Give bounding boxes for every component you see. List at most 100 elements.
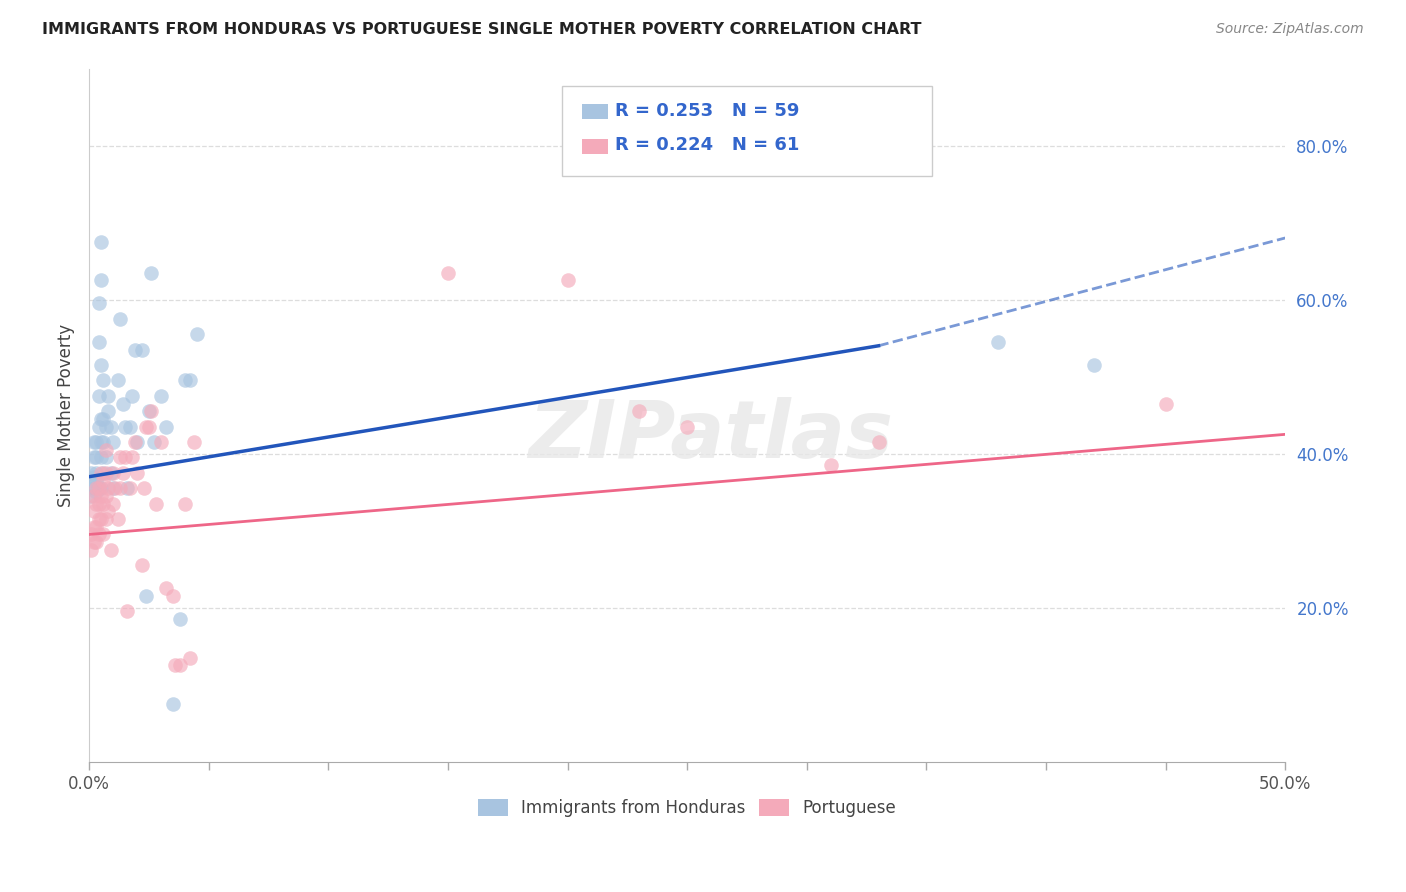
Point [87,481,110,495]
Point [108,450,131,465]
Point [84,435,107,450]
Point [125,435,148,450]
Point [114,419,136,434]
Point [141,266,163,280]
Point [165,658,187,673]
FancyBboxPatch shape [582,138,609,153]
Point [125,466,148,480]
Point [90,358,112,372]
Text: ZIPatlas: ZIPatlas [529,397,894,475]
Point [107,373,129,387]
Point [169,612,191,626]
Point [90,235,112,249]
Point [97,481,120,495]
Point [101,481,124,495]
Point [437,266,460,280]
Point [987,334,1010,349]
Point [93,474,115,488]
Point [83,535,105,549]
Point [149,389,172,403]
Point [84,520,107,534]
Point [93,435,115,450]
Point [131,343,153,357]
Text: R = 0.224   N = 61: R = 0.224 N = 61 [616,136,800,154]
Point [84,535,107,549]
Point [155,582,177,596]
Point [94,419,117,434]
Point [94,466,117,480]
Point [676,419,699,434]
Point [83,450,105,465]
Point [80,466,103,480]
Point [118,481,141,495]
Point [100,419,122,434]
Point [173,497,195,511]
Point [124,435,146,450]
Point [90,450,112,465]
Point [87,512,110,526]
Point [97,404,120,418]
Point [80,474,103,488]
Point [83,520,105,534]
Point [97,389,120,403]
Point [94,442,117,457]
Point [84,466,107,480]
Legend: Immigrants from Honduras, Portuguese: Immigrants from Honduras, Portuguese [471,793,903,824]
Point [80,542,103,557]
Point [87,527,110,541]
Point [87,481,110,495]
Point [179,650,201,665]
Point [118,419,141,434]
Point [162,589,184,603]
Point [117,605,139,619]
Point [90,435,112,450]
Point [114,450,136,465]
Point [87,419,110,434]
Point [90,481,112,495]
Point [83,481,105,495]
Point [107,512,129,526]
Point [179,373,201,387]
Point [101,466,124,480]
Point [83,504,105,518]
Point [87,497,110,511]
Point [87,389,110,403]
Point [124,343,146,357]
Point [90,273,112,287]
Point [173,373,195,387]
Point [101,497,124,511]
Point [131,558,153,573]
Point [94,489,117,503]
Point [83,435,105,450]
Point [83,489,105,503]
Point [100,466,122,480]
Point [90,512,112,526]
Point [94,512,117,526]
Point [93,373,115,387]
Point [87,296,110,310]
Point [145,497,167,511]
Point [121,450,143,465]
Point [90,466,112,480]
Point [84,485,107,500]
Point [141,404,163,418]
Point [108,481,131,495]
Point [142,435,165,450]
Point [80,527,103,541]
Point [132,481,155,495]
Point [868,435,890,450]
Point [111,466,134,480]
Point [135,589,157,603]
Point [183,435,205,450]
Point [101,435,124,450]
Text: R = 0.253   N = 59: R = 0.253 N = 59 [616,102,800,120]
Point [87,334,110,349]
Point [80,489,103,503]
Point [84,481,107,495]
Point [84,450,107,465]
Point [93,497,115,511]
Point [84,497,107,511]
Point [84,474,107,488]
Point [94,450,117,465]
Point [820,458,842,472]
